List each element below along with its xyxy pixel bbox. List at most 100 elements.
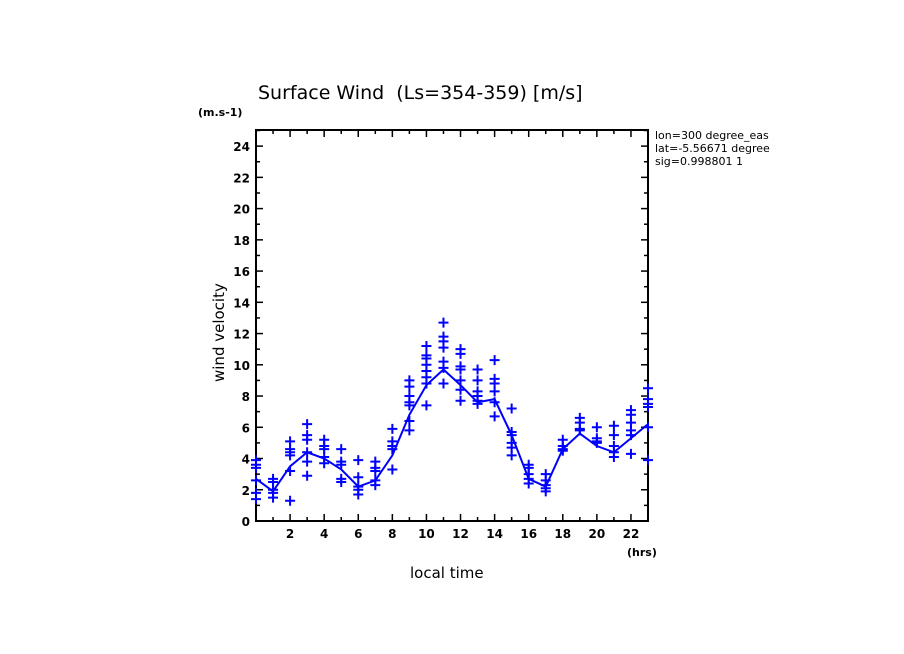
data-point [625,430,636,441]
data-point [608,451,619,462]
data-point [438,317,449,328]
y-tick-label: 4 [242,453,250,467]
data-point [489,355,500,366]
data-point [302,447,313,458]
y-tick-label: 18 [233,234,250,248]
chart-title: Surface Wind (Ls=354-359) [m/s] [258,82,583,104]
data-point [455,364,466,375]
data-point [557,445,568,456]
x-tick-label: 18 [554,527,571,541]
data-point [251,494,261,505]
x-tick-label: 4 [320,527,328,541]
y-tick-label: 24 [233,140,250,154]
x-axis-label: local time [410,564,484,582]
data-point [506,403,517,414]
y-tick-label: 14 [233,296,250,310]
data-point [387,464,398,475]
y-unit-label: (m.s-1) [198,106,242,119]
data-point [591,437,602,448]
data-point [506,450,517,461]
data-point [302,434,313,445]
data-point [472,375,483,386]
y-tick-label: 12 [233,328,250,342]
data-point [591,422,602,433]
data-point [574,425,585,436]
data-point [319,458,330,469]
x-tick-label: 12 [452,527,469,541]
plot-frame [255,129,649,522]
data-point [643,422,653,433]
data-point [455,375,466,386]
x-tick-label: 22 [623,527,640,541]
data-point [523,478,534,489]
data-point [370,466,381,477]
data-point [643,383,653,394]
data-point [472,398,483,409]
y-axis-label: wind velocity [210,283,228,382]
data-point [438,362,449,373]
data-point [387,444,398,455]
data-point [489,386,500,397]
data-point [404,400,415,411]
y-tick-label: 16 [233,265,250,279]
y-tick-label: 10 [233,359,250,373]
data-point [353,455,364,466]
x-tick-label: 10 [418,527,435,541]
data-point [421,400,432,411]
data-point [268,492,279,503]
y-tick-label: 2 [242,484,250,498]
x-tick-label: 8 [388,527,396,541]
data-point [302,419,313,430]
data-point [421,341,432,352]
info-lat: lat=-5.56671 degree [655,142,770,155]
y-tick-label: 8 [242,390,250,404]
data-point [625,448,636,459]
x-tick-label: 16 [520,527,537,541]
data-point [643,455,653,466]
data-point [455,395,466,406]
y-tick-label: 22 [233,171,250,185]
data-point [404,425,415,436]
data-point [251,475,261,486]
data-point [438,378,449,389]
x-tick-label: 14 [486,527,503,541]
data-point [302,470,313,481]
data-point [336,459,347,470]
y-tick-label: 20 [233,203,250,217]
x-tick-label: 2 [286,527,294,541]
data-point [608,420,619,431]
data-point [540,486,551,497]
data-point [285,450,296,461]
data-point [285,495,296,506]
data-point [455,348,466,359]
mean-line [255,368,649,493]
x-tick-label: 6 [354,527,362,541]
data-point [643,401,653,412]
info-lon: lon=300 degree_eas [655,129,769,142]
data-point [489,397,500,408]
data-point [387,423,398,434]
data-point [438,342,449,353]
x-tick-label: 20 [589,527,606,541]
data-point [370,480,381,491]
x-unit-label: (hrs) [627,546,657,559]
data-point [421,378,432,389]
data-point [472,364,483,375]
info-text: lon=300 degree_eas lat=-5.56671 degree s… [655,129,770,168]
info-sig: sig=0.998801 1 [655,155,743,168]
data-point [608,430,619,441]
data-point [285,466,296,477]
data-point [251,462,261,473]
y-tick-label: 6 [242,421,250,435]
y-tick-label: 0 [242,515,250,529]
data-point [336,444,347,455]
data-point [353,489,364,500]
data-point [302,456,313,467]
data-point [336,476,347,487]
data-point [404,381,415,392]
data-point [404,416,415,427]
data-point [455,384,466,395]
data-point [489,411,500,422]
data-point [353,472,364,483]
